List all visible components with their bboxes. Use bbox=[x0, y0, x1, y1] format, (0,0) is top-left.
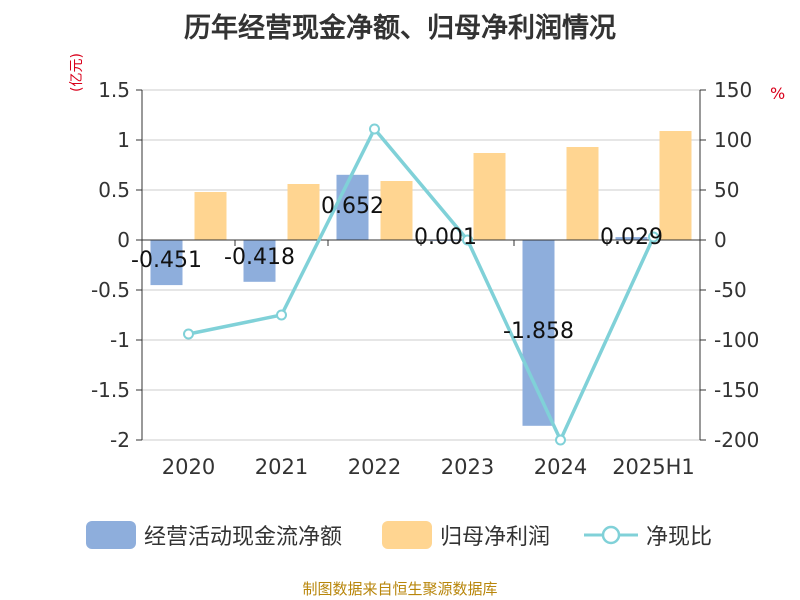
right-axis-tick-label: 50 bbox=[714, 178, 739, 202]
left-axis-tick-label: -2 bbox=[110, 428, 130, 452]
bar-profit bbox=[473, 153, 506, 240]
point-ratio bbox=[369, 123, 380, 135]
x-axis-tick-label: 2020 bbox=[162, 455, 215, 479]
left-axis-tick-label: -1.5 bbox=[91, 378, 130, 402]
bar-profit bbox=[659, 131, 692, 240]
x-axis-tick-label: 2024 bbox=[534, 455, 587, 479]
point-ratio bbox=[648, 231, 659, 243]
right-axis-tick-label: -50 bbox=[714, 278, 747, 302]
legend-swatch-ratio bbox=[584, 525, 638, 545]
right-axis-tick-label: 100 bbox=[714, 128, 752, 152]
bar-profit bbox=[566, 147, 599, 240]
legend-item-cashflow[interactable]: 经营活动现金流净额 bbox=[86, 518, 342, 552]
bar-profit bbox=[380, 181, 413, 240]
data-label-cashflow: 0.001 bbox=[414, 225, 477, 250]
legend-label-cashflow: 经营活动现金流净额 bbox=[144, 525, 343, 550]
x-axis-tick-label: 2023 bbox=[441, 455, 494, 479]
data-label-cashflow: 0.652 bbox=[321, 194, 384, 219]
data-label-cashflow: 0.029 bbox=[600, 225, 663, 250]
bar-cashflow bbox=[150, 240, 183, 286]
bar-cashflow bbox=[336, 174, 369, 240]
source-note: 制图数据来自恒生聚源数据库 bbox=[302, 580, 498, 598]
right-axis-tick-label: -150 bbox=[714, 378, 759, 402]
left-axis-tick-label: 0 bbox=[117, 228, 130, 252]
right-axis-tick-label: -200 bbox=[714, 428, 759, 452]
right-axis-tick-label: 0 bbox=[714, 228, 727, 252]
right-axis-tick-label: 150 bbox=[714, 78, 752, 102]
left-axis-tick-label: 1 bbox=[117, 128, 130, 152]
chart-title: 历年经营现金净额、归母净利润情况 bbox=[184, 13, 616, 44]
point-ratio bbox=[555, 434, 566, 446]
data-label-cashflow: -0.451 bbox=[131, 248, 202, 273]
legend: 经营活动现金流净额 归母净利润 净现比 bbox=[0, 518, 800, 552]
legend-item-profit[interactable]: 归母净利润 bbox=[382, 518, 550, 552]
right-axis-unit: % bbox=[770, 84, 786, 103]
bar-profit bbox=[194, 192, 227, 240]
left-axis-tick-label: 1.5 bbox=[98, 78, 130, 102]
left-axis-tick-label: 0.5 bbox=[98, 178, 130, 202]
x-axis-tick-label: 2022 bbox=[348, 455, 401, 479]
left-axis-tick-label: -1 bbox=[110, 328, 130, 352]
point-ratio bbox=[276, 309, 287, 321]
bar-cashflow bbox=[243, 240, 276, 282]
legend-swatch-profit bbox=[382, 521, 432, 549]
legend-swatch-cashflow bbox=[86, 521, 136, 549]
bar-profit bbox=[287, 184, 320, 240]
legend-label-profit: 归母净利润 bbox=[440, 525, 551, 550]
left-axis-tick-label: -0.5 bbox=[91, 278, 130, 302]
x-axis-tick-label: 2021 bbox=[255, 455, 308, 479]
legend-item-ratio[interactable]: 净现比 bbox=[582, 518, 712, 552]
bar-cashflow bbox=[615, 237, 648, 240]
data-label-cashflow: -1.858 bbox=[503, 319, 574, 344]
data-label-cashflow: -0.418 bbox=[224, 245, 295, 270]
line-ratio bbox=[188, 125, 656, 445]
point-ratio bbox=[462, 234, 473, 246]
legend-label-ratio: 净现比 bbox=[646, 525, 713, 550]
x-axis-tick-label: 2025H1 bbox=[612, 455, 695, 479]
right-axis-tick-label: -100 bbox=[714, 328, 759, 352]
point-ratio bbox=[183, 328, 194, 340]
